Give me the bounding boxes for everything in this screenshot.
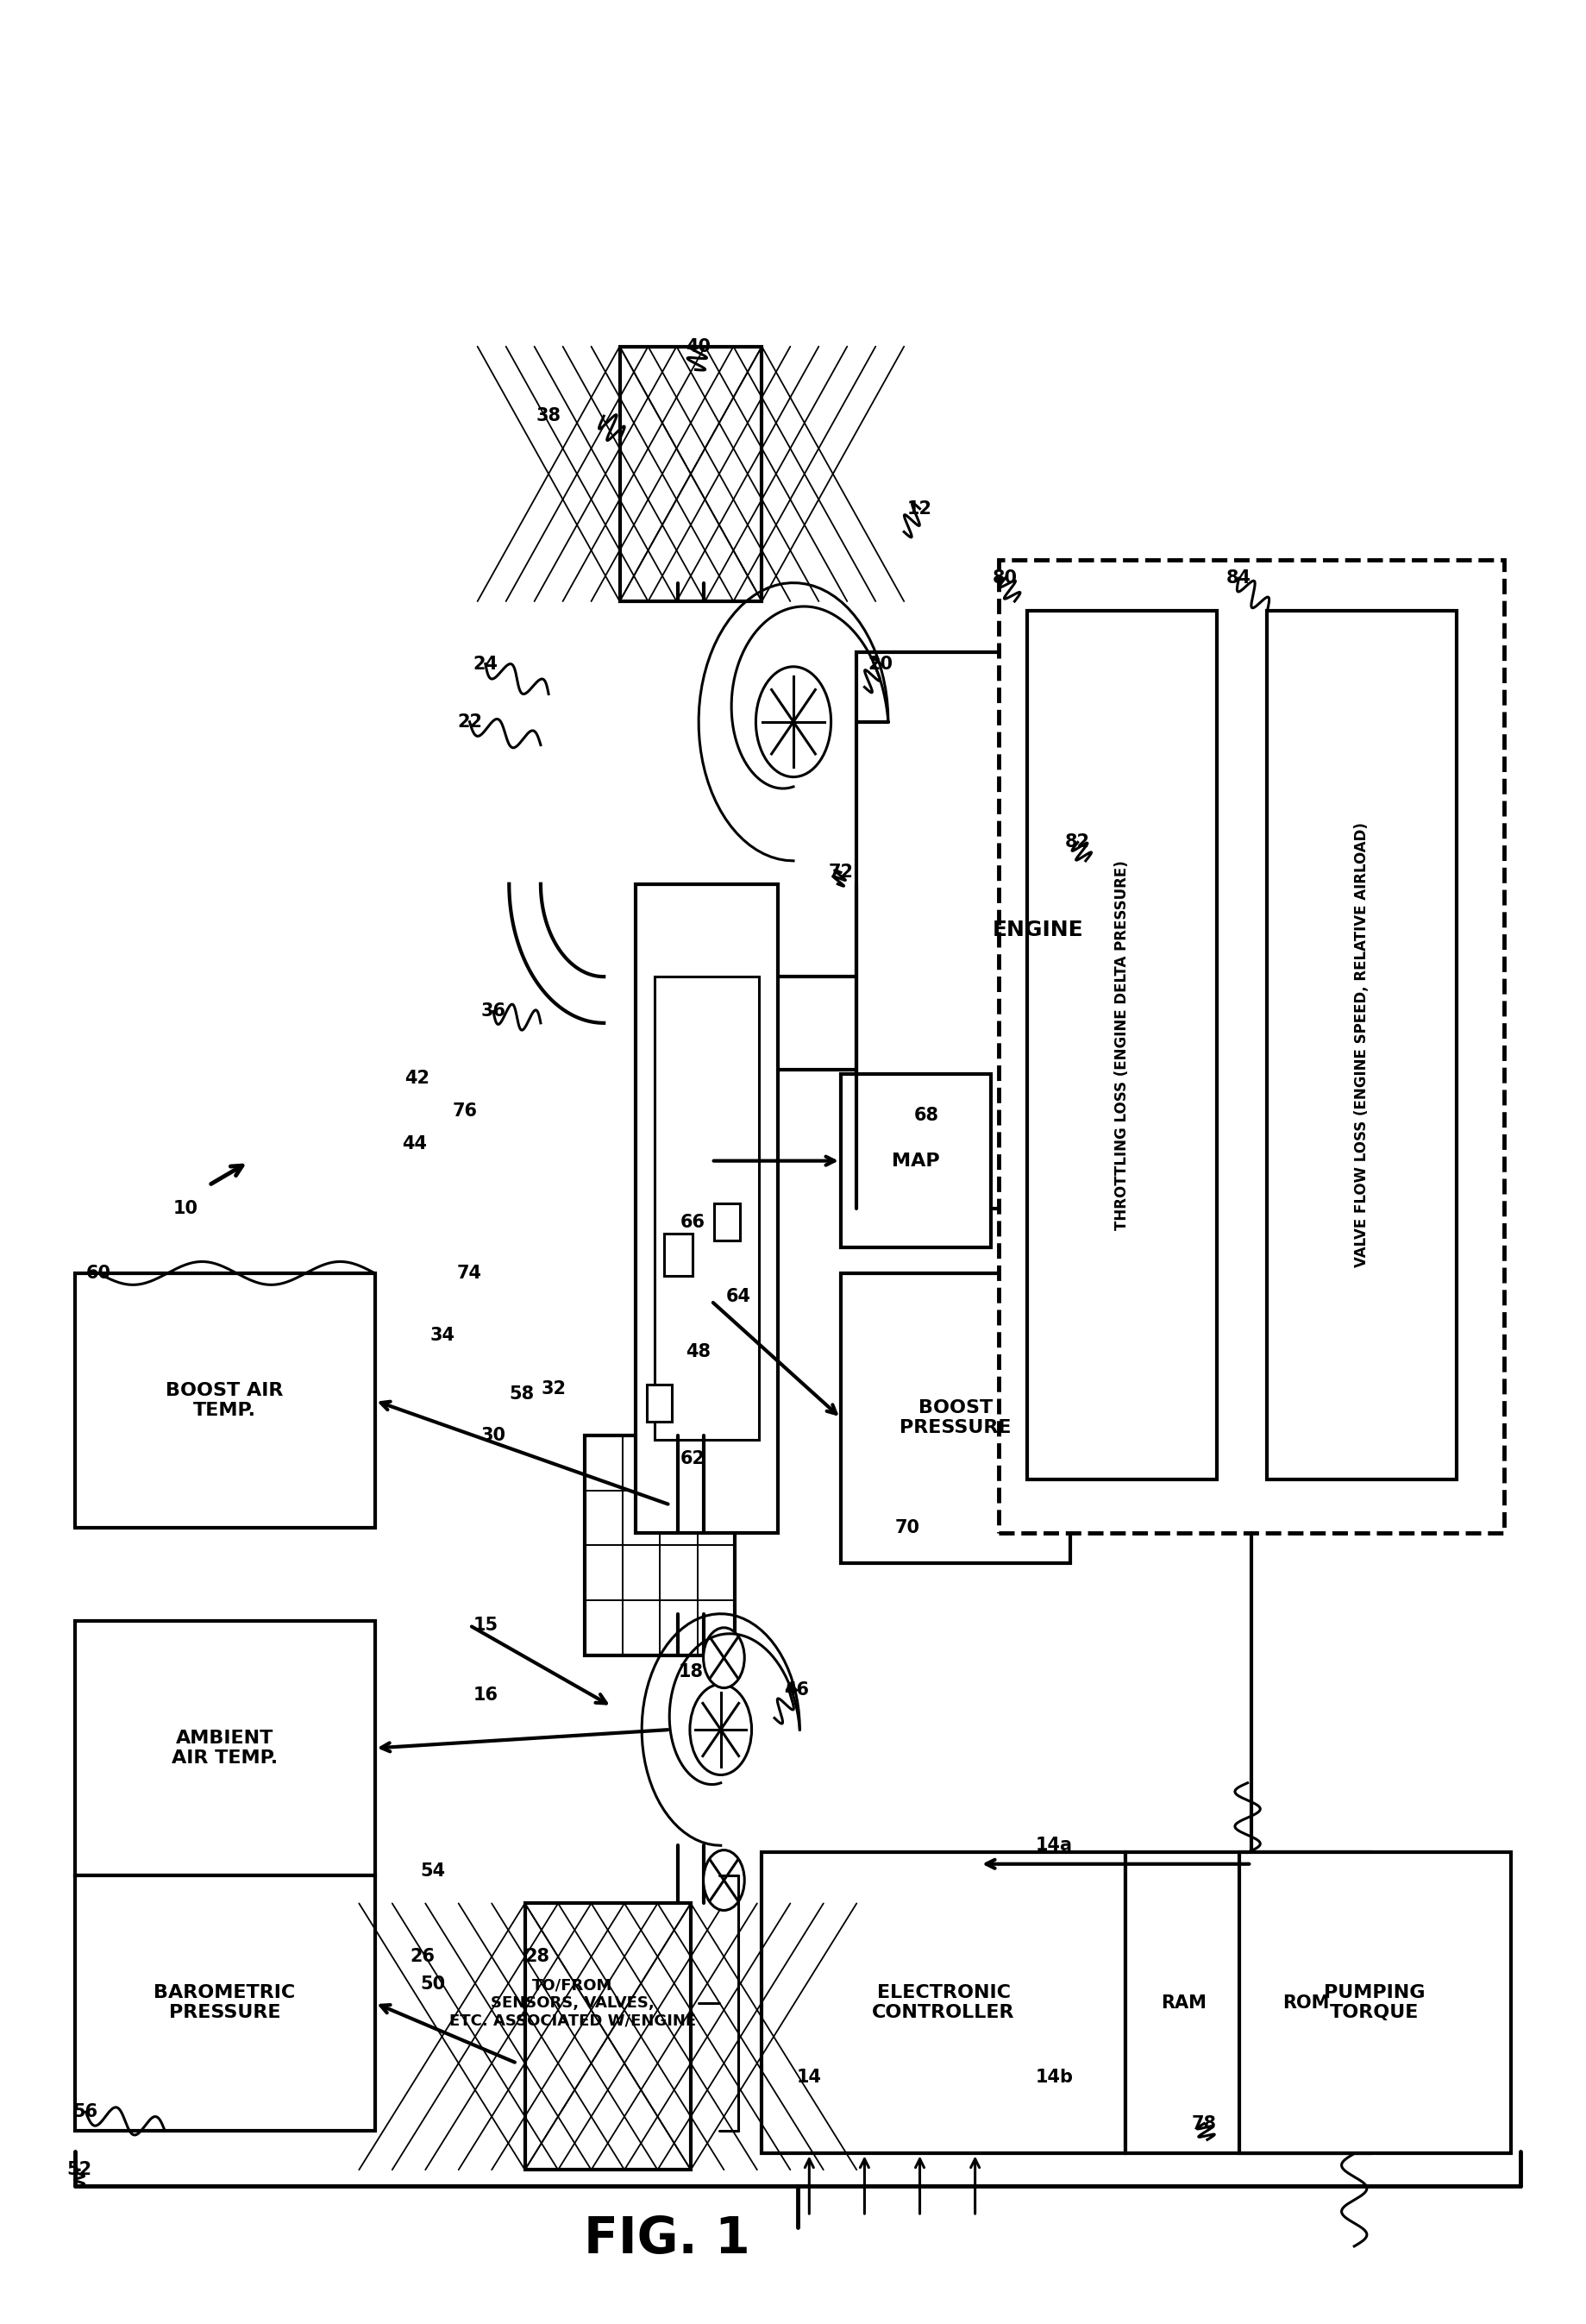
Bar xyxy=(75,1274,374,1529)
Text: 68: 68 xyxy=(914,1106,939,1125)
Bar xyxy=(1026,611,1216,1480)
Text: 12: 12 xyxy=(907,500,933,518)
Circle shape xyxy=(703,1627,744,1687)
Text: 74: 74 xyxy=(457,1264,482,1283)
Bar xyxy=(761,1852,1124,2154)
Text: PUMPING
TORQUE: PUMPING TORQUE xyxy=(1323,1985,1424,2022)
Text: 18: 18 xyxy=(677,1664,703,1680)
Text: 64: 64 xyxy=(725,1287,750,1306)
Text: 32: 32 xyxy=(541,1380,566,1397)
Text: 36: 36 xyxy=(481,1002,506,1020)
Bar xyxy=(634,883,777,1534)
Text: 42: 42 xyxy=(404,1069,430,1088)
Text: ELECTRONIC
CONTROLLER: ELECTRONIC CONTROLLER xyxy=(872,1985,1015,2022)
Text: 14: 14 xyxy=(796,2068,822,2085)
Text: FIG. 1: FIG. 1 xyxy=(584,2215,750,2264)
Circle shape xyxy=(690,1685,752,1776)
Text: ROM: ROM xyxy=(1281,1994,1329,2013)
Text: 24: 24 xyxy=(473,655,498,672)
Text: 15: 15 xyxy=(473,1618,498,1634)
Text: 10: 10 xyxy=(173,1199,198,1218)
Text: 14b: 14b xyxy=(1034,2068,1072,2085)
Text: 62: 62 xyxy=(679,1450,704,1466)
Circle shape xyxy=(755,667,831,776)
Bar xyxy=(525,1903,690,2171)
Bar xyxy=(663,1234,691,1276)
Text: 14a: 14a xyxy=(1036,1836,1072,1855)
Text: 78: 78 xyxy=(1191,2115,1216,2131)
Text: 38: 38 xyxy=(536,407,561,425)
Text: VALVE FLOW LOSS (ENGINE SPEED, RELATIVE AIRLOAD): VALVE FLOW LOSS (ENGINE SPEED, RELATIVE … xyxy=(1353,823,1369,1267)
Text: BAROMETRIC
PRESSURE: BAROMETRIC PRESSURE xyxy=(154,1985,295,2022)
Text: MAP: MAP xyxy=(891,1153,939,1169)
Bar xyxy=(585,1436,734,1655)
Bar xyxy=(1239,1852,1510,2154)
Text: 50: 50 xyxy=(420,1975,446,1994)
Text: 28: 28 xyxy=(525,1948,550,1966)
Text: 66: 66 xyxy=(679,1213,704,1232)
Bar xyxy=(75,1620,374,1875)
Text: 34: 34 xyxy=(430,1327,455,1343)
Text: TO/FROM
SENSORS, VALVES,
ETC. ASSOCIATED W/ENGINE: TO/FROM SENSORS, VALVES, ETC. ASSOCIATED… xyxy=(449,1978,695,2029)
Text: 52: 52 xyxy=(67,2161,92,2178)
Text: 40: 40 xyxy=(685,337,711,356)
Circle shape xyxy=(703,1850,744,1910)
Text: 70: 70 xyxy=(895,1520,920,1536)
Text: 46: 46 xyxy=(783,1683,809,1699)
Text: 80: 80 xyxy=(993,569,1017,586)
Bar xyxy=(841,1274,1069,1562)
Text: THROTTLING LOSS (ENGINE DELTA PRESSURE): THROTTLING LOSS (ENGINE DELTA PRESSURE) xyxy=(1113,860,1129,1229)
Text: 16: 16 xyxy=(473,1687,498,1703)
Bar xyxy=(856,653,1220,1208)
Bar xyxy=(998,560,1504,1534)
Text: BOOST
PRESSURE: BOOST PRESSURE xyxy=(899,1399,1010,1436)
Text: RAM: RAM xyxy=(1161,1994,1205,2013)
Text: 72: 72 xyxy=(828,865,853,881)
Text: 58: 58 xyxy=(509,1385,534,1401)
Text: 20: 20 xyxy=(868,655,893,672)
Bar xyxy=(653,976,758,1441)
Text: 84: 84 xyxy=(1226,569,1251,586)
Bar xyxy=(75,1875,374,2131)
Text: 76: 76 xyxy=(452,1102,477,1120)
Bar xyxy=(646,1385,671,1422)
Bar xyxy=(1124,1852,1369,2154)
Text: AMBIENT
AIR TEMP.: AMBIENT AIR TEMP. xyxy=(171,1729,278,1766)
Text: 44: 44 xyxy=(401,1134,427,1153)
Bar xyxy=(619,346,761,602)
Text: 30: 30 xyxy=(481,1427,506,1443)
Text: BOOST AIR
TEMP.: BOOST AIR TEMP. xyxy=(167,1383,284,1420)
Bar xyxy=(841,1074,990,1248)
Text: ENGINE: ENGINE xyxy=(993,920,1083,941)
Text: 22: 22 xyxy=(457,713,482,730)
Text: 82: 82 xyxy=(1064,834,1090,851)
Text: 56: 56 xyxy=(73,2103,98,2119)
Text: 60: 60 xyxy=(86,1264,111,1283)
Bar xyxy=(714,1204,739,1241)
Text: 26: 26 xyxy=(409,1948,435,1966)
Bar xyxy=(1267,611,1456,1480)
Text: 54: 54 xyxy=(420,1862,446,1880)
Text: 48: 48 xyxy=(685,1343,711,1360)
